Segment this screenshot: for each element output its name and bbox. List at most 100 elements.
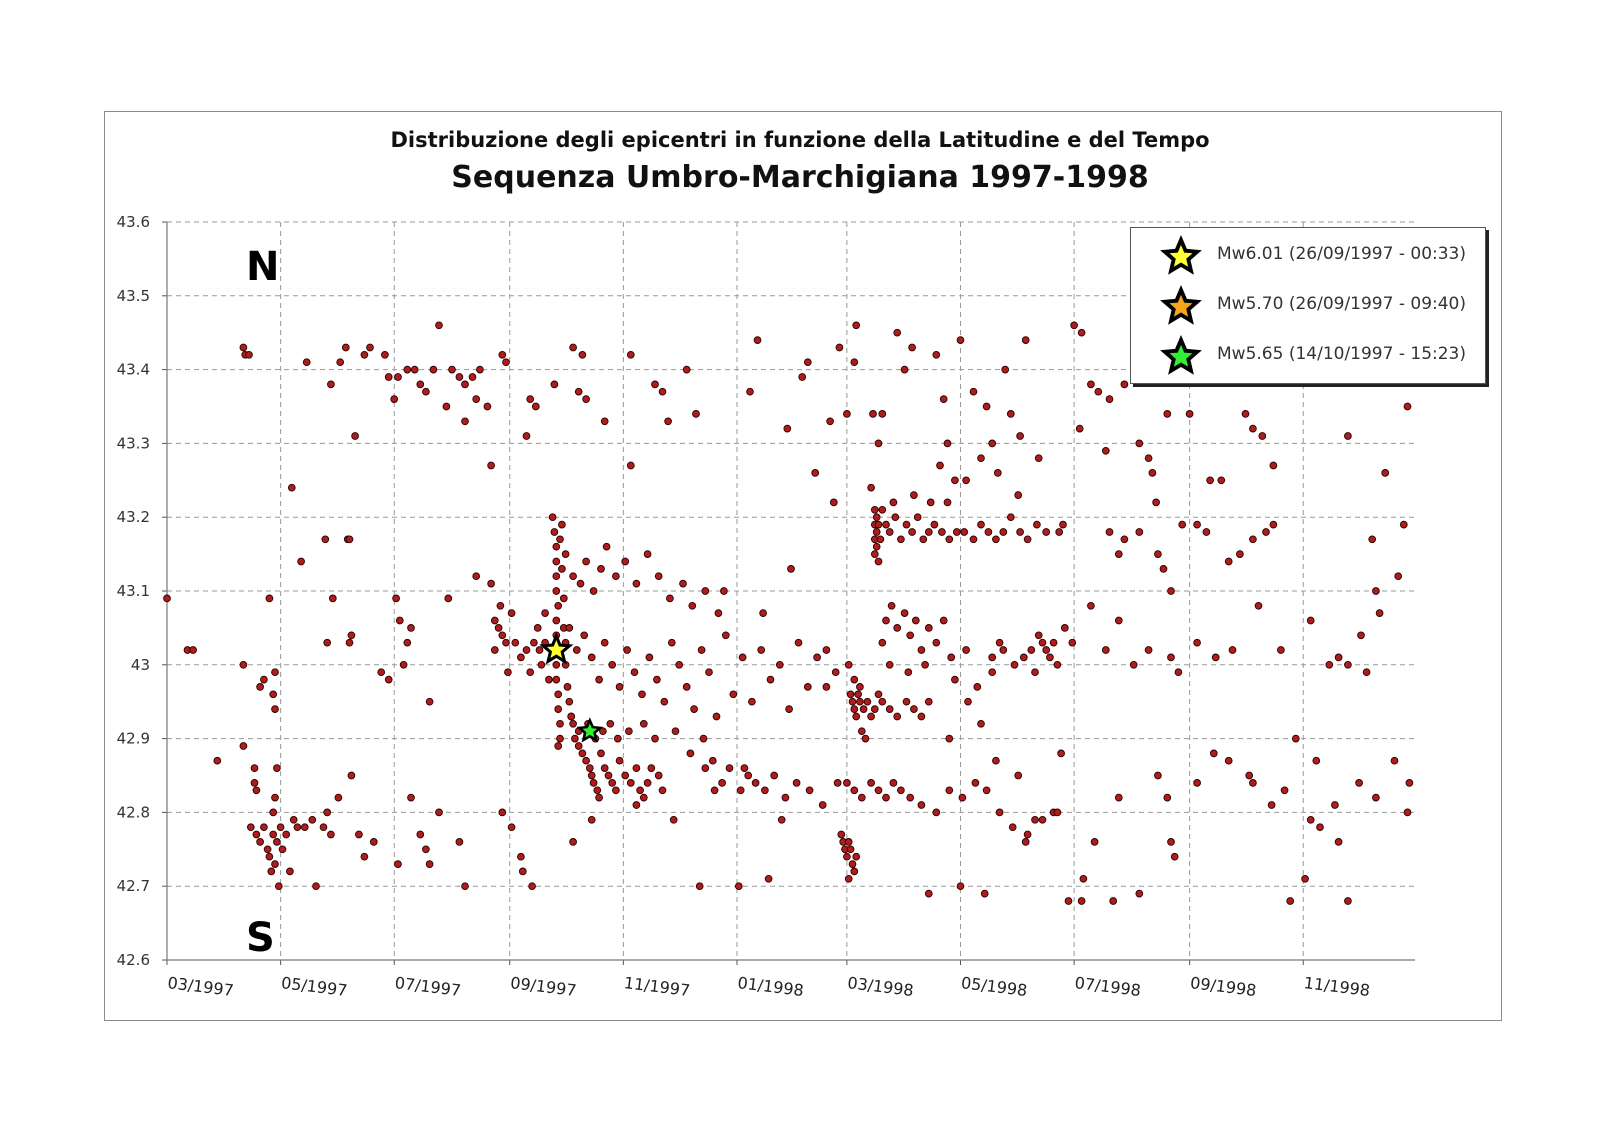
data-point <box>585 764 594 772</box>
data-point <box>897 535 905 544</box>
data-point <box>334 793 343 802</box>
data-point <box>1399 520 1408 529</box>
x-tick-label: 07/1998 <box>1074 973 1142 1000</box>
data-point <box>695 882 704 891</box>
data-point <box>734 882 743 891</box>
data-point <box>688 601 697 610</box>
data-point <box>900 365 909 374</box>
data-point <box>697 646 706 654</box>
data-point <box>621 557 630 566</box>
data-point <box>517 852 525 861</box>
data-point <box>554 690 563 699</box>
data-point <box>595 793 603 802</box>
data-point <box>1217 476 1226 485</box>
data-point <box>843 852 851 861</box>
data-point <box>1087 601 1095 610</box>
data-point <box>395 616 404 625</box>
legend-star <box>1169 344 1193 367</box>
data-point <box>336 358 345 367</box>
data-point <box>392 594 400 603</box>
data-point <box>714 609 723 617</box>
data-point <box>870 505 879 514</box>
data-point <box>273 764 281 772</box>
data-point <box>1105 395 1114 403</box>
data-point <box>1006 410 1015 418</box>
data-point <box>748 697 756 706</box>
data-point <box>850 358 859 367</box>
data-point <box>494 624 503 632</box>
event-star <box>582 723 598 738</box>
data-point <box>917 801 926 809</box>
data-point <box>407 793 415 802</box>
data-point <box>267 867 276 876</box>
data-point <box>1163 410 1172 418</box>
data-point <box>1193 638 1201 647</box>
data-point <box>626 350 635 359</box>
data-point <box>893 328 902 337</box>
data-point <box>1135 528 1144 536</box>
data-point <box>533 624 542 632</box>
data-point <box>554 705 563 713</box>
data-point <box>541 609 549 617</box>
legend-item-mw565: Mw5.65 (14/10/1997 - 15:23) <box>1131 331 1485 381</box>
data-point <box>1077 897 1086 905</box>
data-point <box>835 343 844 352</box>
data-point <box>589 779 598 787</box>
data-point <box>872 542 881 551</box>
data-point <box>639 719 648 728</box>
north-label: N <box>246 244 279 290</box>
data-point <box>422 845 430 854</box>
data-point <box>1070 321 1078 330</box>
data-point <box>682 365 691 374</box>
data-point <box>1174 668 1183 677</box>
data-point <box>1135 439 1144 448</box>
data-point <box>861 734 870 743</box>
data-point <box>1394 572 1403 581</box>
data-point <box>831 668 840 677</box>
data-point <box>274 882 283 891</box>
data-point <box>552 542 561 551</box>
data-point <box>552 587 561 595</box>
data-point <box>988 668 997 677</box>
data-point <box>850 705 859 713</box>
data-point <box>647 764 656 772</box>
data-point <box>526 668 535 677</box>
data-point <box>580 631 589 640</box>
data-point <box>569 719 577 728</box>
data-point <box>764 874 773 883</box>
data-point <box>667 638 676 647</box>
data-point <box>874 690 883 699</box>
data-point <box>1120 535 1129 544</box>
data-point <box>269 808 278 817</box>
data-point <box>651 380 659 389</box>
data-point <box>740 764 749 772</box>
data-point <box>328 594 337 603</box>
data-point <box>293 823 302 832</box>
data-point <box>407 624 415 632</box>
data-point <box>615 683 624 691</box>
data-point <box>472 572 481 581</box>
data-point <box>507 609 516 617</box>
data-point <box>926 498 935 507</box>
data-point <box>552 572 561 581</box>
x-tick-label: 03/1997 <box>167 973 235 1000</box>
legend-item-mw570: Mw5.70 (26/09/1997 - 09:40) <box>1131 281 1485 331</box>
data-point <box>312 882 320 891</box>
data-point <box>319 823 328 832</box>
data-point <box>1154 771 1162 780</box>
data-point <box>1021 336 1030 344</box>
data-point <box>952 528 961 536</box>
data-point <box>1034 631 1043 640</box>
data-point <box>843 410 851 418</box>
data-point <box>893 624 902 632</box>
data-point <box>645 653 654 662</box>
data-point <box>1033 520 1041 529</box>
data-point <box>416 380 425 389</box>
data-point <box>271 860 279 868</box>
data-point <box>263 845 272 854</box>
data-point <box>239 742 248 750</box>
data-point <box>1053 660 1062 669</box>
data-point <box>384 675 393 684</box>
data-point <box>943 498 952 507</box>
data-point <box>1079 874 1088 883</box>
